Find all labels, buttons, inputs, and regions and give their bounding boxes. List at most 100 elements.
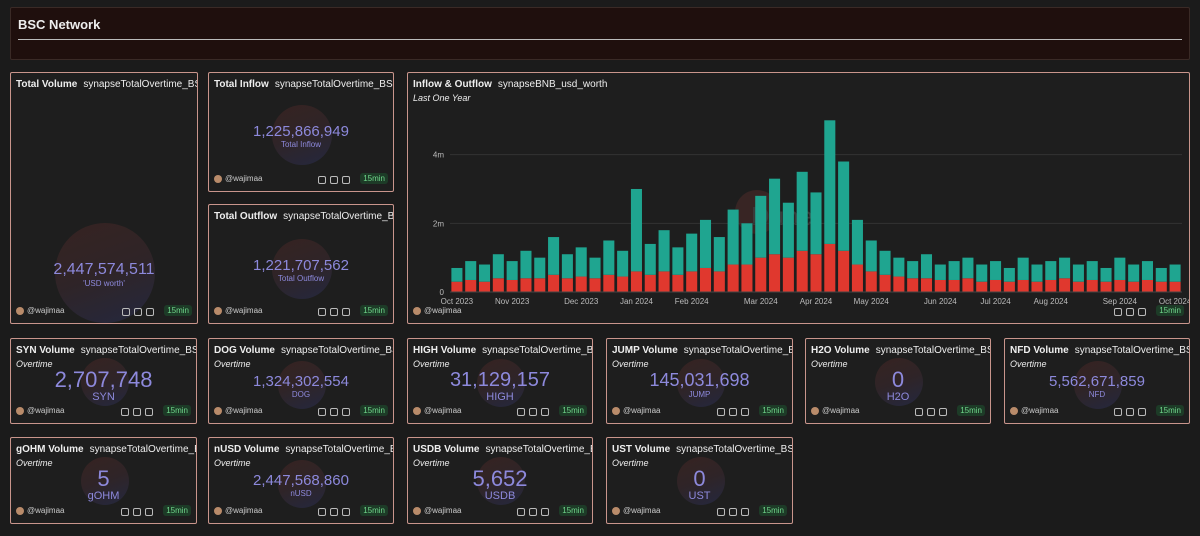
- refresh-badge[interactable]: 15min: [957, 405, 985, 416]
- bar: [838, 250, 850, 292]
- bar: [851, 219, 863, 265]
- counter-caption: UST: [688, 490, 711, 502]
- refresh-badge[interactable]: 15min: [1156, 405, 1184, 416]
- footer-icon[interactable]: [330, 508, 338, 516]
- chart-card: Inflow & Outflow synapseBNB_usd_worth Last…: [407, 72, 1190, 324]
- footer-icon[interactable]: [133, 408, 141, 416]
- footer-icon[interactable]: [741, 408, 749, 416]
- footer-icon[interactable]: [121, 508, 129, 516]
- bar: [865, 271, 877, 292]
- card-title: UST Volume synapseTotalOvertime_BSC: [612, 444, 792, 455]
- avatar: [16, 506, 24, 515]
- footer-icon[interactable]: [939, 408, 947, 416]
- refresh-badge[interactable]: 15min: [759, 405, 787, 416]
- bar: [534, 278, 546, 292]
- footer-icon[interactable]: [134, 308, 142, 316]
- counter-value: 2,707,748: [54, 367, 153, 392]
- x-tick-label: Mar 2024: [744, 297, 778, 306]
- footer-icon[interactable]: [729, 408, 737, 416]
- counter-card: H2O Volume synapseTotalOvertime_BSC Overti…: [805, 338, 991, 424]
- counter-value: 5,562,671,859: [1049, 373, 1145, 390]
- dashboard-title: BSC Network: [18, 17, 101, 32]
- card-subtitle: Overtime: [214, 359, 251, 369]
- footer-icon[interactable]: [145, 408, 153, 416]
- footer-icon[interactable]: [342, 508, 350, 516]
- footer-icon[interactable]: [915, 408, 923, 416]
- x-tick-label: Oct 2023: [441, 297, 474, 306]
- refresh-badge[interactable]: 15min: [1156, 305, 1184, 316]
- footer-icon[interactable]: [1138, 408, 1146, 416]
- x-tick-label: Jun 2024: [924, 297, 957, 306]
- refresh-badge[interactable]: 15min: [164, 305, 192, 316]
- footer-icon[interactable]: [330, 176, 338, 184]
- refresh-badge[interactable]: 15min: [360, 505, 388, 516]
- author: @wajimaa: [27, 306, 65, 315]
- footer-icon[interactable]: [741, 508, 749, 516]
- footer-icon[interactable]: [1138, 308, 1146, 316]
- counter-card: gOHM Volume synapseTotalOvertime_BSC Overt…: [10, 437, 197, 524]
- avatar: [413, 406, 421, 415]
- refresh-badge[interactable]: 15min: [360, 405, 388, 416]
- footer-icon[interactable]: [122, 308, 130, 316]
- refresh-badge[interactable]: 15min: [163, 405, 191, 416]
- query-name: synapseBNB_usd_worth: [497, 79, 608, 90]
- bar: [534, 257, 546, 279]
- footer-icon[interactable]: [318, 508, 326, 516]
- footer-icon[interactable]: [318, 408, 326, 416]
- footer-icon[interactable]: [717, 408, 725, 416]
- bar: [603, 240, 615, 275]
- card-footer: @wajimaa 15min: [612, 505, 787, 518]
- footer-icon[interactable]: [145, 508, 153, 516]
- footer-icon[interactable]: [1114, 408, 1122, 416]
- footer-icon[interactable]: [318, 176, 326, 184]
- footer-icon[interactable]: [729, 508, 737, 516]
- card-name: UST Volume: [612, 444, 671, 455]
- counter-value: 5: [97, 466, 110, 491]
- watermark: [80, 457, 129, 505]
- footer-icon[interactable]: [342, 176, 350, 184]
- footer-icon[interactable]: [121, 408, 129, 416]
- footer-icon[interactable]: [330, 308, 338, 316]
- footer-icon[interactable]: [1114, 308, 1122, 316]
- counter-card: JUMP Volume synapseTotalOvertime_BSC Overt…: [606, 338, 793, 424]
- footer-icon[interactable]: [529, 408, 537, 416]
- footer-icon[interactable]: [342, 308, 350, 316]
- refresh-badge[interactable]: 15min: [759, 505, 787, 516]
- footer-icon[interactable]: [318, 308, 326, 316]
- refresh-badge[interactable]: 15min: [163, 505, 191, 516]
- card-name: HIGH Volume: [413, 345, 477, 356]
- refresh-badge[interactable]: 15min: [360, 305, 388, 316]
- footer-icon[interactable]: [330, 408, 338, 416]
- footer-icon[interactable]: [529, 508, 537, 516]
- footer-icon[interactable]: [1126, 308, 1134, 316]
- footer-icon[interactable]: [717, 508, 725, 516]
- author: @wajimaa: [27, 506, 65, 515]
- footer-icon[interactable]: [342, 408, 350, 416]
- footer-icon[interactable]: [133, 508, 141, 516]
- footer-icon[interactable]: [146, 308, 154, 316]
- bar: [1003, 267, 1015, 282]
- avatar: [16, 306, 24, 315]
- x-tick-label: Feb 2024: [675, 297, 709, 306]
- bar: [479, 281, 491, 292]
- refresh-badge[interactable]: 15min: [360, 173, 388, 184]
- bar: [699, 267, 712, 292]
- footer-icon[interactable]: [1126, 408, 1134, 416]
- footer-icon[interactable]: [541, 408, 549, 416]
- avatar: [413, 506, 421, 515]
- counter-value: 145,031,698: [649, 370, 750, 390]
- refresh-badge[interactable]: 15min: [559, 405, 587, 416]
- footer-icon[interactable]: [517, 408, 525, 416]
- footer-icon[interactable]: [927, 408, 935, 416]
- counter-value: 2,447,574,511: [53, 261, 155, 278]
- bar: [920, 278, 933, 292]
- card-title: gOHM Volume synapseTotalOvertime_BSC: [16, 444, 196, 455]
- footer-icon[interactable]: [541, 508, 549, 516]
- x-tick-label: Jan 2024: [620, 297, 653, 306]
- counter-caption: gOHM: [87, 490, 120, 502]
- bar: [810, 254, 822, 292]
- counter-caption: NFD: [1088, 390, 1106, 399]
- footer-icon[interactable]: [517, 508, 525, 516]
- refresh-badge[interactable]: 15min: [559, 505, 587, 516]
